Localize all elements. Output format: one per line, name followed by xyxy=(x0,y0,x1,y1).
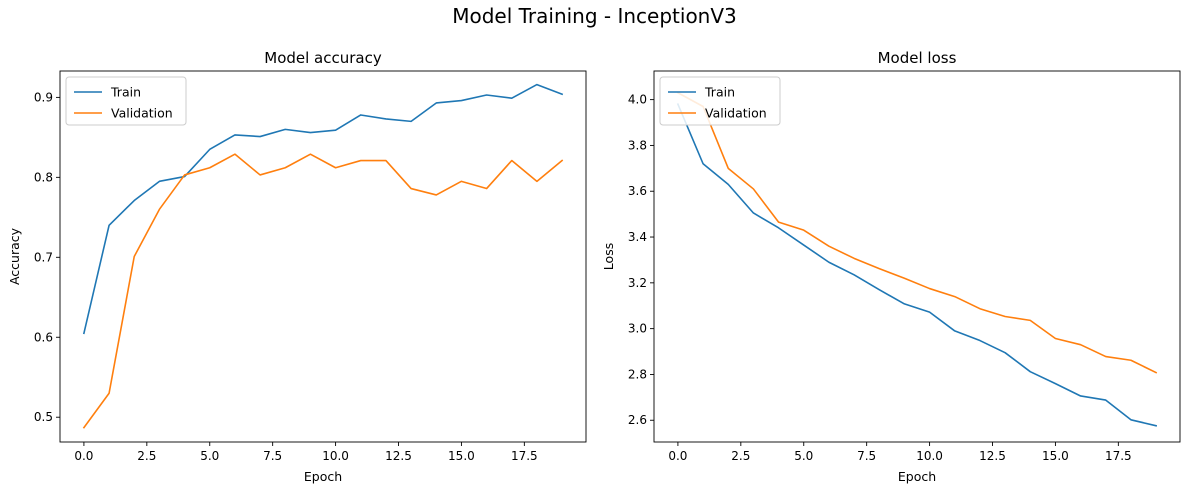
accuracy-ylabel: Accuracy xyxy=(7,227,22,285)
accuracy-title: Model accuracy xyxy=(264,49,382,67)
loss-series-train-line xyxy=(676,103,1158,427)
accuracy-xtick-label: 15.0 xyxy=(448,449,475,463)
loss-xtick-label: 5.0 xyxy=(794,449,813,463)
loss-xtick-label: 15.0 xyxy=(1042,449,1069,463)
accuracy-chart: Model accuracy 0.0 2.5 5.0 7.5 10.0 12.5 15.0 17… xyxy=(7,49,587,484)
loss-xtick-label: 10.0 xyxy=(916,449,943,463)
accuracy-xtick-label: 0.0 xyxy=(74,449,93,463)
accuracy-xtick-label: 2.5 xyxy=(137,449,156,463)
accuracy-ytick-label: 0.7 xyxy=(34,250,53,264)
loss-legend-label-validation: Validation xyxy=(705,106,767,121)
accuracy-ytick-label: 0.9 xyxy=(34,90,53,104)
loss-ytick-label: 3.6 xyxy=(628,184,647,198)
loss-ytick-label: 3.0 xyxy=(628,322,647,336)
accuracy-ytick-label: 0.8 xyxy=(34,170,53,184)
loss-ytick-label: 2.8 xyxy=(628,367,647,381)
loss-ytick-label: 2.6 xyxy=(628,413,647,427)
accuracy-legend: Train Validation xyxy=(65,76,187,126)
loss-xtick-label: 0.0 xyxy=(668,449,687,463)
loss-ylabel: Loss xyxy=(601,243,616,270)
figure-suptitle: Model Training - InceptionV3 xyxy=(452,4,737,28)
loss-xlabel: Epoch xyxy=(898,469,936,484)
accuracy-series-train-line xyxy=(82,83,564,335)
accuracy-xlabel: Epoch xyxy=(304,469,342,484)
accuracy-xtick-label: 5.0 xyxy=(200,449,219,463)
loss-title: Model loss xyxy=(878,49,957,67)
accuracy-plot-frame xyxy=(59,70,587,443)
loss-xtick-label: 7.5 xyxy=(857,449,876,463)
loss-xtick-label: 17.5 xyxy=(1105,449,1132,463)
loss-ytick-label: 3.4 xyxy=(628,230,647,244)
loss-xtick-label: 2.5 xyxy=(731,449,750,463)
accuracy-legend-label-validation: Validation xyxy=(111,106,173,121)
accuracy-ytick-label: 0.5 xyxy=(34,410,53,424)
loss-plot-frame xyxy=(653,70,1181,443)
accuracy-legend-label-train: Train xyxy=(110,85,141,100)
accuracy-series-validation-line xyxy=(82,153,564,429)
loss-series-validation-line xyxy=(676,91,1158,374)
loss-xtick-label: 12.5 xyxy=(979,449,1006,463)
loss-legend: Train Validation xyxy=(659,76,781,126)
accuracy-xtick-label: 10.0 xyxy=(322,449,349,463)
accuracy-xtick-label: 12.5 xyxy=(385,449,412,463)
loss-legend-label-train: Train xyxy=(704,85,735,100)
loss-chart: Model loss 0.0 2.5 5.0 7.5 10.0 12.5 15.0 17.5 2.… xyxy=(601,49,1181,484)
loss-ytick-label: 4.0 xyxy=(628,93,647,107)
loss-ytick-label: 3.8 xyxy=(628,138,647,152)
accuracy-xtick-label: 7.5 xyxy=(263,449,282,463)
accuracy-xtick-label: 17.5 xyxy=(511,449,538,463)
loss-ytick-label: 3.2 xyxy=(628,276,647,290)
accuracy-ytick-label: 0.6 xyxy=(34,330,53,344)
